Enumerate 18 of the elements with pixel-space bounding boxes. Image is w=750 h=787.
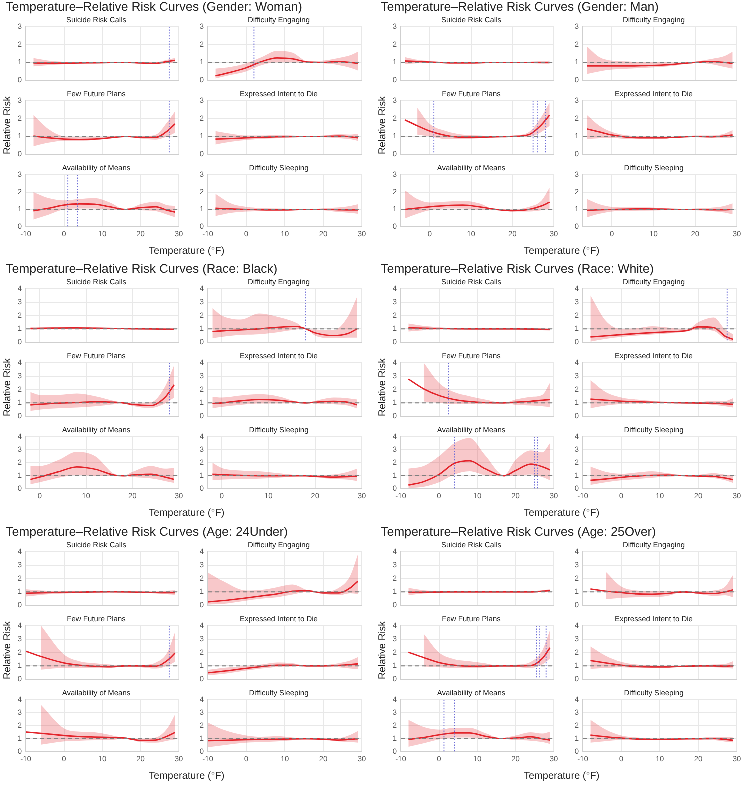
chart-title: Temperature–Relative Risk Curves (Gender: Woman) (6, 0, 302, 14)
chart-title: Temperature–Relative Risk Curves (Age: 24Under) (6, 525, 288, 539)
x-axis-title: Temperature (°F) (149, 246, 225, 257)
x-axis-title: Temperature (°F) (524, 771, 600, 782)
y-axis-title: Relative Risk (2, 358, 14, 417)
x-axis-title: Temperature (°F) (524, 508, 600, 519)
x-axis-title: Temperature (°F) (149, 771, 225, 782)
y-axis-title: Relative Risk (378, 621, 389, 680)
chart-title: Temperature–Relative Risk Curves (Race: Black) (6, 262, 278, 276)
y-axis-title: Relative Risk (2, 96, 14, 155)
y-axis-title: Relative Risk (378, 358, 389, 417)
x-axis-title: Temperature (°F) (524, 246, 600, 257)
chart-title: Temperature–Relative Risk Curves (Age: 25Over) (381, 525, 656, 539)
x-axis-title: Temperature (°F) (149, 508, 225, 519)
y-axis-title: Relative Risk (378, 96, 389, 155)
y-axis-title: Relative Risk (2, 621, 14, 680)
chart-title: Temperature–Relative Risk Curves (Gender: Man) (381, 0, 659, 14)
chart-title: Temperature–Relative Risk Curves (Race: White) (381, 262, 654, 276)
